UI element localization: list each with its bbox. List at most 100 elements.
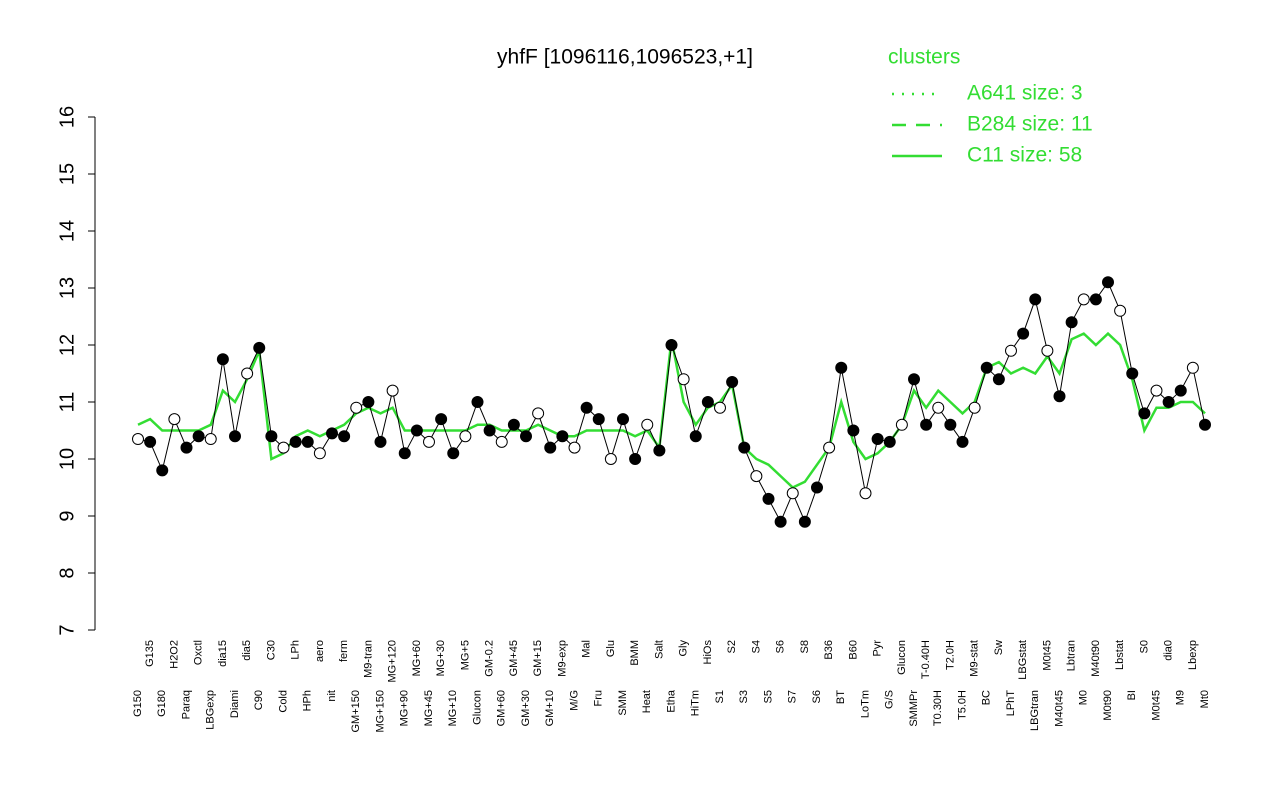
- point: [1162, 396, 1175, 408]
- x-tick-label: S3: [738, 690, 750, 703]
- x-tick-label: GM+150: [350, 690, 362, 733]
- y-tick-label: 16: [56, 106, 78, 128]
- point: [568, 441, 581, 454]
- y-tick-label: 12: [56, 334, 78, 356]
- x-tick-label: MG+30: [435, 640, 447, 676]
- point: [216, 353, 229, 366]
- x-tick-label: Oxctl: [193, 640, 205, 665]
- point: [883, 435, 896, 448]
- x-tick-label: Glucon: [471, 690, 483, 725]
- x-tick-label: BC: [981, 690, 993, 705]
- point: [932, 401, 945, 414]
- x-tick-label: M40t45: [1053, 690, 1065, 727]
- x-tick-label: Glucon: [896, 640, 908, 675]
- x-tick-label: MG+90: [399, 690, 411, 726]
- expression-line: [137, 281, 1206, 524]
- x-tick-label: Salt: [653, 640, 665, 659]
- x-tick-label: M0t45: [1150, 690, 1162, 721]
- y-tick-label: 14: [56, 220, 78, 242]
- point: [653, 444, 666, 457]
- point: [386, 384, 399, 397]
- point: [738, 441, 751, 454]
- point: [750, 470, 763, 483]
- point: [665, 339, 678, 351]
- y-tick-label: 15: [56, 163, 78, 185]
- point: [544, 441, 557, 454]
- point: [459, 430, 472, 443]
- point: [398, 447, 411, 460]
- point: [823, 441, 836, 454]
- x-tick-label: HiTm: [690, 690, 702, 716]
- point: [241, 367, 254, 380]
- x-tick-label: S4: [750, 640, 762, 653]
- x-tick-label: B60: [847, 640, 859, 660]
- x-tick-label: G/S: [884, 690, 896, 709]
- point: [1126, 367, 1139, 380]
- point: [556, 430, 569, 443]
- point: [1005, 344, 1017, 357]
- point: [447, 447, 460, 460]
- x-tick-label: S7: [787, 690, 799, 703]
- x-tick-label: LPhT: [1005, 690, 1017, 717]
- point: [798, 515, 811, 528]
- point: [1199, 418, 1211, 431]
- point: [1041, 344, 1054, 357]
- point: [580, 401, 593, 414]
- point: [168, 413, 181, 426]
- point: [423, 435, 435, 448]
- point: [1150, 384, 1163, 397]
- point: [350, 401, 363, 414]
- point: [956, 435, 969, 448]
- x-tick-label: S5: [762, 690, 774, 703]
- x-tick-label: M0t45: [1041, 640, 1053, 671]
- x-tick-label: M9-stat: [969, 640, 981, 677]
- x-tick-label: T0.30H: [932, 690, 944, 726]
- point: [265, 430, 278, 443]
- point: [689, 430, 702, 443]
- x-tick-label: SMMPr: [908, 690, 920, 727]
- x-tick-label: Mal: [581, 640, 593, 658]
- point: [132, 433, 144, 446]
- point: [811, 481, 823, 494]
- x-tick-label: Sw: [993, 640, 1005, 655]
- point: [1174, 384, 1187, 397]
- point: [180, 441, 193, 454]
- x-tick-label: M0: [1078, 690, 1090, 705]
- x-tick-label: MG+5: [459, 640, 471, 670]
- x-tick-label: T5.0H: [956, 690, 968, 720]
- point: [1017, 327, 1030, 340]
- x-tick-label: Glu: [605, 640, 617, 657]
- x-tick-label: GM-0.2: [484, 640, 496, 677]
- x-tick-label: LBGtran: [1029, 690, 1041, 731]
- x-tick-label: BI: [1126, 690, 1138, 700]
- x-tick-label: ferm: [338, 640, 350, 662]
- point: [1077, 293, 1090, 306]
- point: [944, 418, 957, 431]
- point: [144, 435, 157, 448]
- point: [1102, 276, 1114, 289]
- x-tick-label: Diami: [229, 690, 241, 718]
- x-tick-label: Gly: [678, 640, 690, 657]
- x-tick-label: M40t90: [1090, 640, 1102, 677]
- point: [604, 453, 617, 465]
- x-tick-label: GM+30: [520, 690, 532, 726]
- x-tick-label: Mt0: [1199, 690, 1211, 708]
- point: [714, 401, 726, 414]
- x-tick-label: LPh: [290, 640, 302, 660]
- x-tick-label: B36: [823, 640, 835, 660]
- point: [507, 418, 520, 431]
- x-tick-label: Lbstat: [1114, 640, 1126, 670]
- x-tick-label: aero: [314, 640, 326, 662]
- point: [629, 453, 642, 465]
- point: [617, 413, 629, 426]
- point: [192, 430, 205, 443]
- x-tick-label: BT: [835, 690, 847, 704]
- point: [374, 435, 387, 448]
- x-tick-label: MG+60: [411, 640, 423, 676]
- point: [1029, 293, 1042, 306]
- point: [301, 435, 314, 448]
- legend-label: C11 size: 58: [967, 144, 1082, 167]
- point: [326, 427, 338, 440]
- x-tick-label: MG+45: [423, 690, 435, 726]
